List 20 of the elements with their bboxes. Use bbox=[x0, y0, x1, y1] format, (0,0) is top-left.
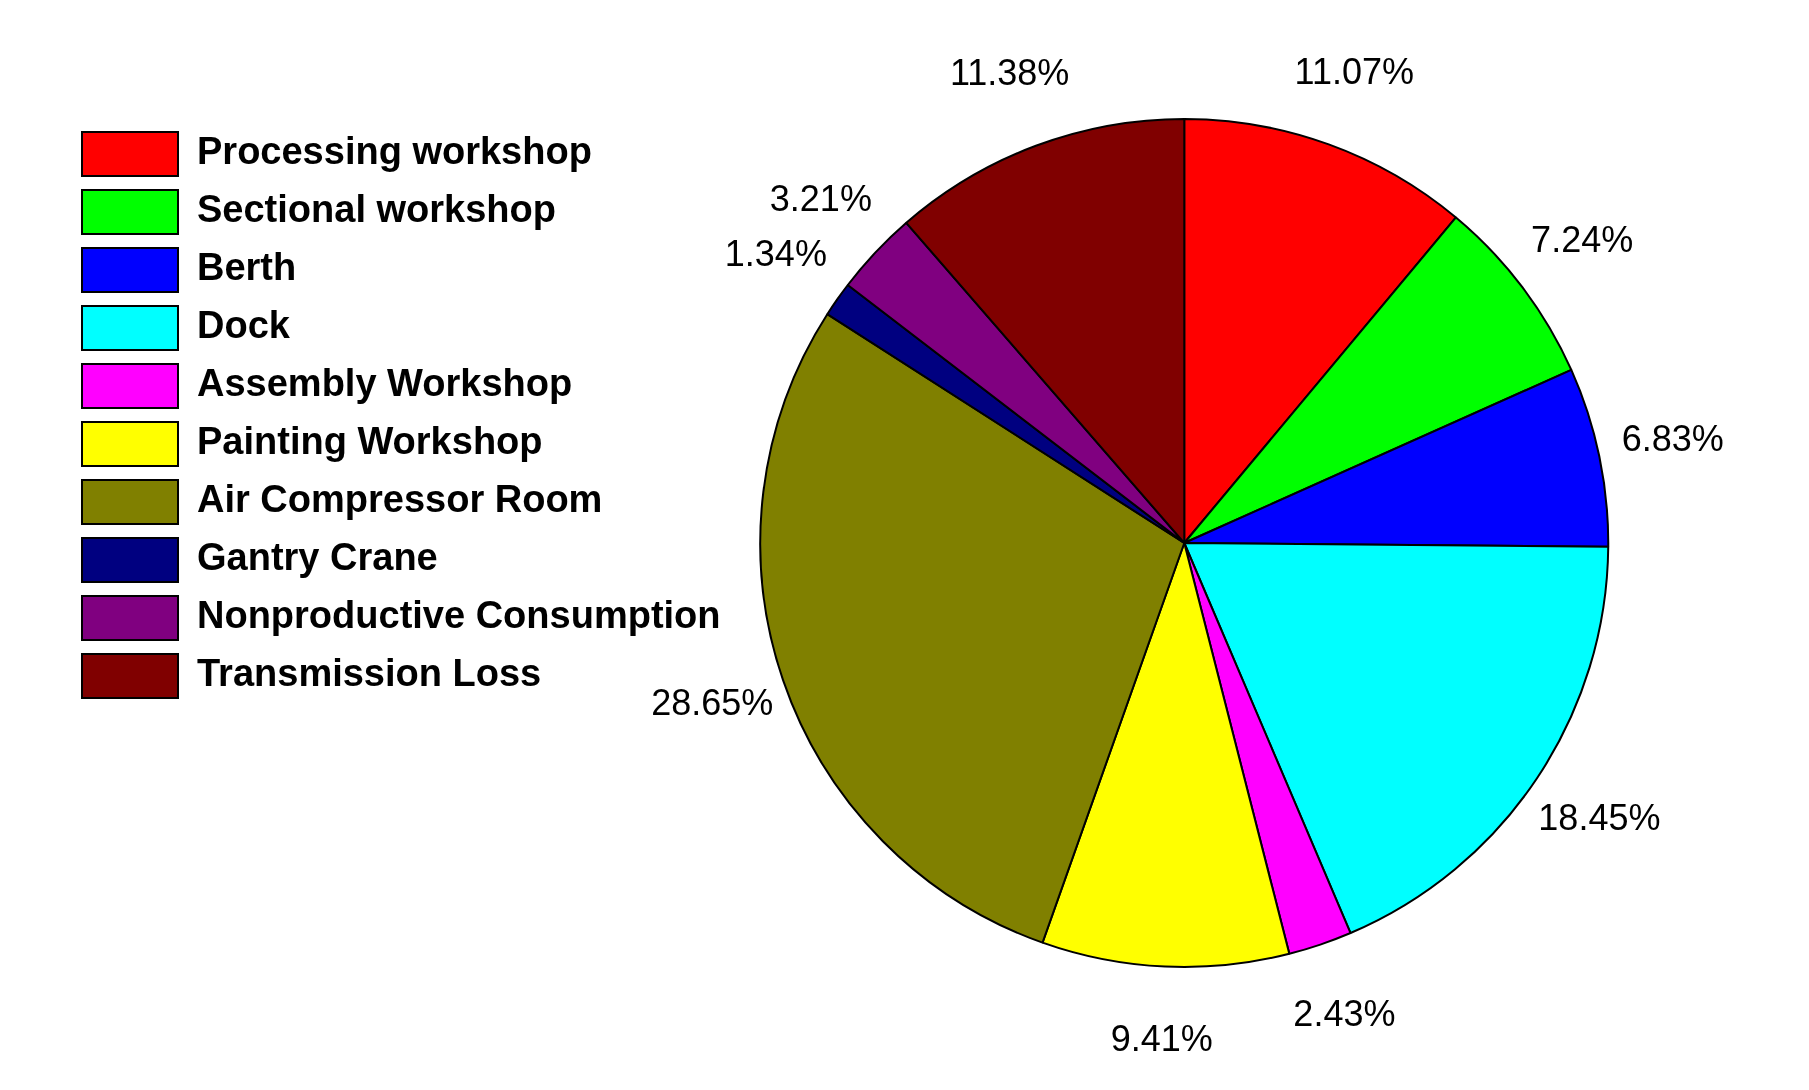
data-label: 3.21% bbox=[769, 177, 872, 219]
legend-label: Berth bbox=[197, 246, 297, 289]
data-label: 11.07% bbox=[1294, 50, 1415, 92]
data-label: 1.34% bbox=[724, 233, 827, 275]
data-label: 28.65% bbox=[651, 681, 774, 723]
data-label: 11.38% bbox=[949, 52, 1070, 94]
data-label: 2.43% bbox=[1293, 992, 1396, 1034]
legend-label: Dock bbox=[197, 304, 291, 347]
legend-label: Processing workshop bbox=[197, 130, 592, 173]
legend-label: Gantry Crane bbox=[197, 536, 438, 579]
legend-label: Sectional workshop bbox=[197, 188, 556, 231]
data-label: 9.41% bbox=[1110, 1018, 1213, 1060]
data-label: 7.24% bbox=[1531, 218, 1634, 260]
data-label: 6.83% bbox=[1621, 417, 1724, 459]
legend-label: Transmission Loss bbox=[197, 652, 542, 695]
legend-label: Nonproductive Consumption bbox=[197, 594, 721, 637]
data-label: 18.45% bbox=[1538, 796, 1661, 838]
legend-label: Assembly Workshop bbox=[197, 362, 573, 405]
legend-label: Air Compressor Room bbox=[197, 478, 603, 521]
legend-label: Painting Workshop bbox=[197, 420, 543, 463]
